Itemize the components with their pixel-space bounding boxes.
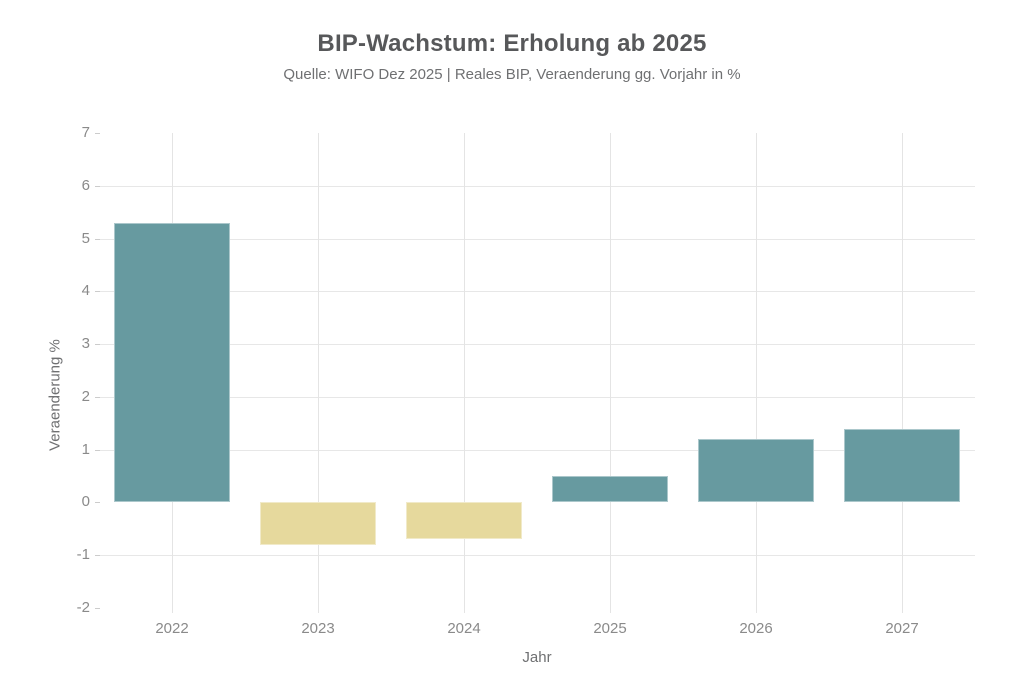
gridline-horizontal bbox=[99, 291, 975, 293]
x-tick-label: 2022 bbox=[155, 620, 189, 637]
y-tick-mark bbox=[95, 396, 100, 398]
gridline-vertical bbox=[318, 133, 319, 613]
y-tick-mark bbox=[95, 344, 100, 346]
y-tick-label: 1 bbox=[81, 440, 90, 458]
y-tick-mark bbox=[95, 608, 100, 609]
bar-2024[interactable] bbox=[405, 502, 523, 540]
y-tick-label: 0 bbox=[81, 493, 90, 511]
gridline-vertical bbox=[902, 133, 903, 613]
chart-title: BIP-Wachstum: Erholung ab 2025 bbox=[317, 30, 707, 57]
gridline-horizontal bbox=[99, 555, 975, 557]
gridline-horizontal bbox=[99, 396, 975, 398]
y-tick-label: 5 bbox=[81, 229, 90, 247]
x-axis-title: Jahr bbox=[522, 649, 552, 666]
bar-2023[interactable] bbox=[259, 502, 377, 545]
gridline-vertical bbox=[756, 133, 757, 613]
x-tick-label: 2026 bbox=[739, 620, 773, 637]
y-tick-mark bbox=[95, 555, 100, 557]
bar-2027[interactable] bbox=[843, 428, 961, 503]
y-tick-label: 4 bbox=[81, 282, 90, 300]
y-tick-label: 2 bbox=[81, 387, 90, 405]
x-tick-label: 2023 bbox=[301, 620, 335, 637]
bar-2026[interactable] bbox=[697, 439, 815, 503]
y-tick-label: -1 bbox=[76, 546, 90, 564]
gridline-horizontal bbox=[99, 185, 975, 187]
y-tick-label: -2 bbox=[76, 599, 90, 616]
gridline-horizontal bbox=[99, 238, 975, 240]
gridline-horizontal bbox=[99, 449, 975, 451]
y-tick-label: 3 bbox=[81, 335, 90, 353]
x-tick-label: 2025 bbox=[593, 620, 627, 637]
x-tick-label: 2027 bbox=[885, 620, 919, 637]
y-tick-mark bbox=[95, 291, 100, 293]
y-tick-mark bbox=[95, 502, 100, 504]
gridline-vertical bbox=[610, 133, 611, 613]
y-tick-mark bbox=[95, 133, 100, 134]
y-tick-label: 7 bbox=[81, 124, 90, 141]
chart-subtitle: Quelle: WIFO Dez 2025 | Reales BIP, Vera… bbox=[283, 66, 741, 83]
y-tick-label: 6 bbox=[81, 176, 90, 194]
bar-2025[interactable] bbox=[551, 476, 669, 503]
x-tick-label: 2024 bbox=[447, 620, 481, 637]
gridline-vertical bbox=[464, 133, 465, 613]
bar-2022[interactable] bbox=[113, 222, 231, 503]
gridline-horizontal bbox=[99, 344, 975, 346]
y-tick-mark bbox=[95, 449, 100, 451]
y-tick-mark bbox=[95, 185, 100, 187]
y-tick-mark bbox=[95, 238, 100, 240]
